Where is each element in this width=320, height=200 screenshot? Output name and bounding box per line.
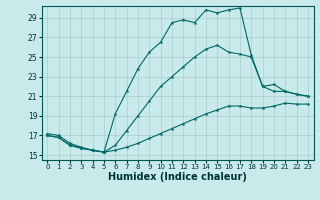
X-axis label: Humidex (Indice chaleur): Humidex (Indice chaleur) bbox=[108, 172, 247, 182]
